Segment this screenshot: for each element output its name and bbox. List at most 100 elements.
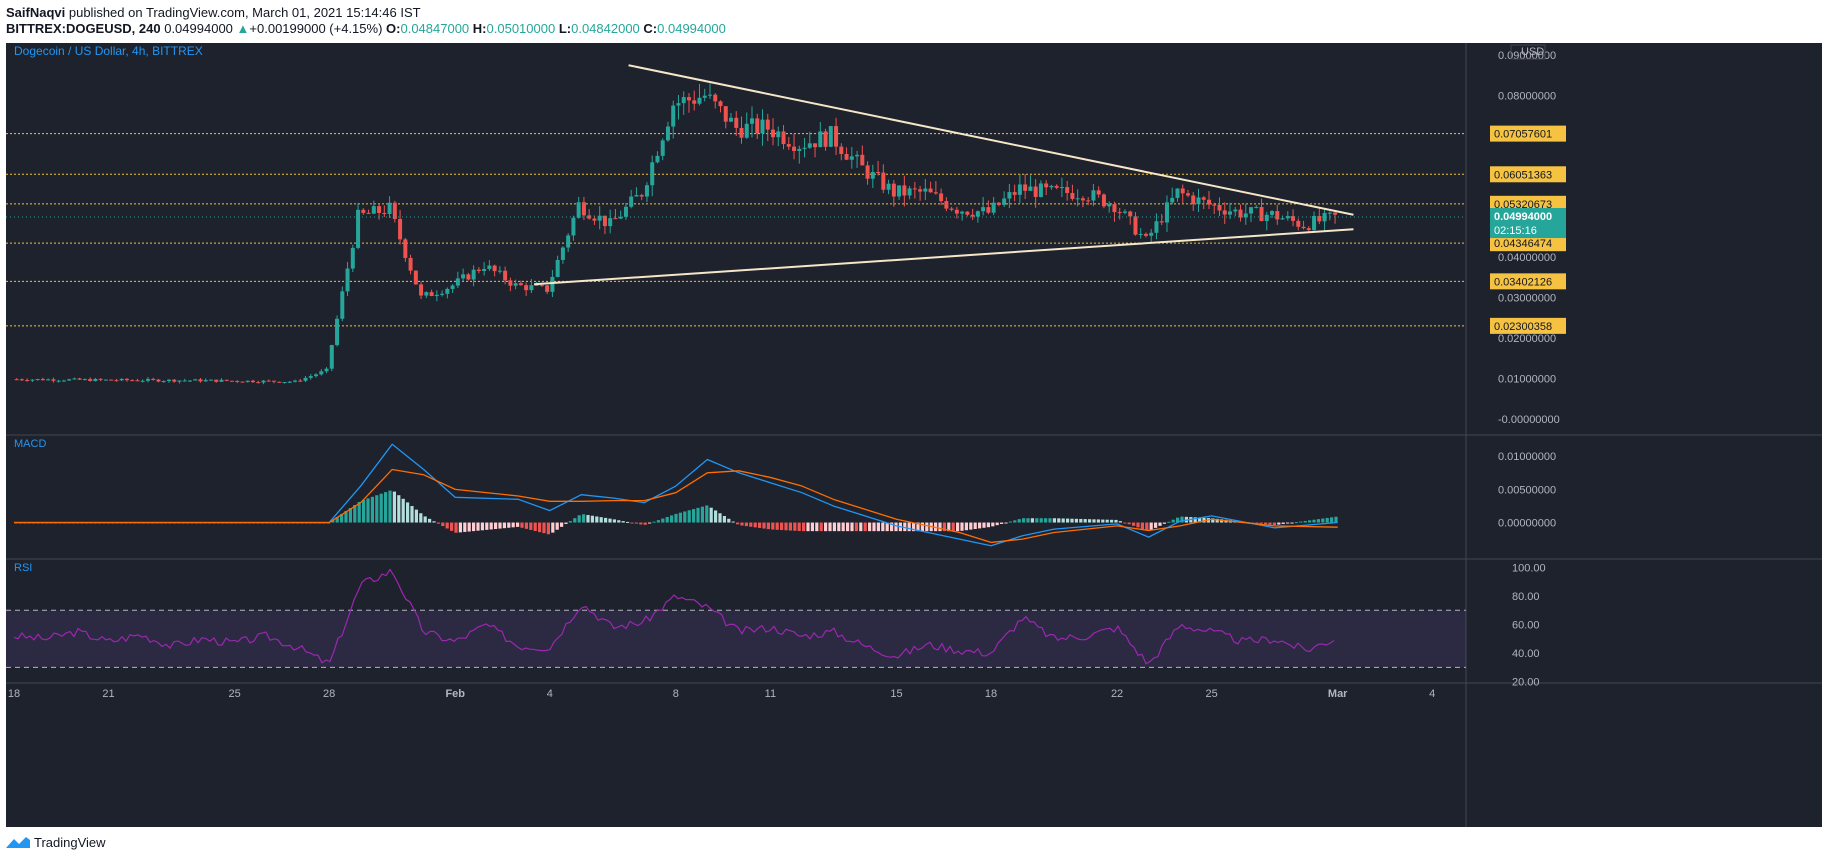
candle-body — [88, 379, 93, 382]
candle-body — [524, 285, 529, 291]
macd-histogram-bar — [458, 522, 462, 533]
macd-histogram-bar — [916, 522, 920, 532]
candle-body — [1028, 186, 1033, 191]
macd-histogram-bar — [516, 522, 520, 527]
candle-body — [1333, 212, 1338, 215]
candle-body — [944, 201, 949, 209]
candle-body — [1296, 220, 1301, 227]
macd-histogram-bar — [595, 516, 599, 523]
candle-body — [46, 379, 51, 381]
currency-label: USD — [1521, 46, 1544, 58]
candle-body — [98, 378, 103, 380]
open-label: O: — [386, 21, 401, 36]
macd-histogram-bar — [1330, 517, 1334, 523]
ohlc-line: BITTREX:DOGEUSD, 240 0.04994000 ▲+0.0019… — [6, 21, 726, 36]
candle-body — [545, 285, 550, 292]
candle-body — [1222, 210, 1227, 215]
macd-histogram-bar — [564, 522, 568, 524]
candle-body — [40, 379, 45, 381]
candle-body — [130, 380, 135, 382]
candle-body — [1312, 215, 1317, 231]
candle-body — [1301, 226, 1306, 229]
candle-body — [1164, 202, 1169, 223]
candle-body — [671, 105, 676, 127]
candle-body — [902, 185, 907, 196]
author-name[interactable]: SaifNaqvi — [6, 5, 66, 20]
candle-body — [30, 379, 35, 381]
candle-body — [776, 131, 781, 138]
time-axis-tick: 21 — [102, 688, 114, 700]
candle-body — [319, 371, 324, 375]
macd-histogram-bar — [1132, 522, 1136, 526]
candle-body — [1086, 200, 1091, 202]
candle-body — [256, 382, 261, 384]
candle-body — [629, 196, 634, 207]
candle-body — [1107, 204, 1112, 207]
time-axis-tick: 25 — [228, 688, 240, 700]
macd-histogram-bar — [1114, 519, 1118, 523]
upper-trendline[interactable] — [628, 64, 1354, 216]
macd-histogram-bar — [744, 522, 748, 527]
candle-body — [403, 239, 408, 258]
macd-axis-tick: 0.00000000 — [1498, 518, 1556, 530]
candle-body — [513, 283, 518, 286]
candle-body — [1038, 183, 1043, 197]
candle-body — [356, 209, 361, 248]
candle-body — [82, 379, 87, 381]
candle-body — [529, 285, 534, 291]
lower-trendline[interactable] — [533, 228, 1354, 286]
macd-histogram-bar — [1066, 518, 1070, 523]
candle-body — [119, 378, 124, 381]
macd-histogram-bar — [1136, 522, 1140, 528]
macd-histogram-bar — [1101, 519, 1105, 523]
candle-body — [335, 318, 340, 346]
macd-histogram-bar — [947, 522, 951, 532]
rsi-line — [13, 568, 1335, 665]
macd-histogram-bar — [432, 521, 436, 523]
candle-body — [750, 118, 755, 124]
rsi-axis-tick: 100.00 — [1512, 563, 1546, 575]
macd-histogram-bar — [1044, 518, 1048, 523]
macd-histogram-bar — [828, 522, 832, 532]
candle-body — [366, 212, 371, 214]
macd-histogram-bar — [1145, 522, 1149, 531]
macd-histogram-bar — [366, 498, 370, 523]
candle-body — [1149, 232, 1154, 236]
candle-body — [109, 379, 114, 381]
macd-histogram-bar — [1220, 519, 1224, 523]
candle-body — [1122, 211, 1127, 213]
macd-histogram-bar — [766, 522, 770, 530]
macd-histogram-bar — [612, 519, 616, 523]
macd-histogram-bar — [718, 513, 722, 523]
candle-body — [1254, 206, 1259, 208]
change-value: +0.00199000 (+4.15%) — [249, 21, 383, 36]
candle-body — [1270, 211, 1275, 215]
macd-histogram-bar — [806, 522, 810, 532]
macd-histogram-bar — [370, 496, 374, 523]
macd-histogram-bar — [560, 522, 564, 527]
candle-body — [823, 131, 828, 147]
candle-body — [314, 374, 319, 377]
candle-body — [1185, 193, 1190, 196]
price-axis-tick: 0.04000000 — [1498, 252, 1556, 264]
macd-histogram-bar — [1118, 521, 1122, 523]
macd-histogram-bar — [1259, 522, 1263, 524]
candle-body — [1317, 215, 1322, 222]
candle-body — [1080, 198, 1085, 201]
macd-histogram-bar — [379, 493, 383, 523]
chart-canvas[interactable]: 0.090000000.080000000.070000000.06000000… — [6, 43, 1822, 827]
macd-histogram-bar — [1039, 518, 1043, 523]
macd-histogram-bar — [1105, 519, 1109, 523]
candle-body — [781, 131, 786, 145]
candle-body — [792, 146, 797, 151]
macd-histogram-bar — [731, 521, 735, 523]
macd-histogram-bar — [705, 505, 709, 523]
rsi-axis-tick: 80.00 — [1512, 591, 1540, 603]
candle-body — [508, 280, 513, 286]
macd-histogram-bar — [454, 522, 458, 533]
macd-histogram-bar — [692, 509, 696, 523]
currency-button[interactable] — [1510, 44, 1546, 60]
candle-body — [970, 214, 975, 217]
macd-histogram-bar — [1017, 519, 1021, 523]
footer-brand[interactable]: TradingView — [34, 834, 106, 850]
